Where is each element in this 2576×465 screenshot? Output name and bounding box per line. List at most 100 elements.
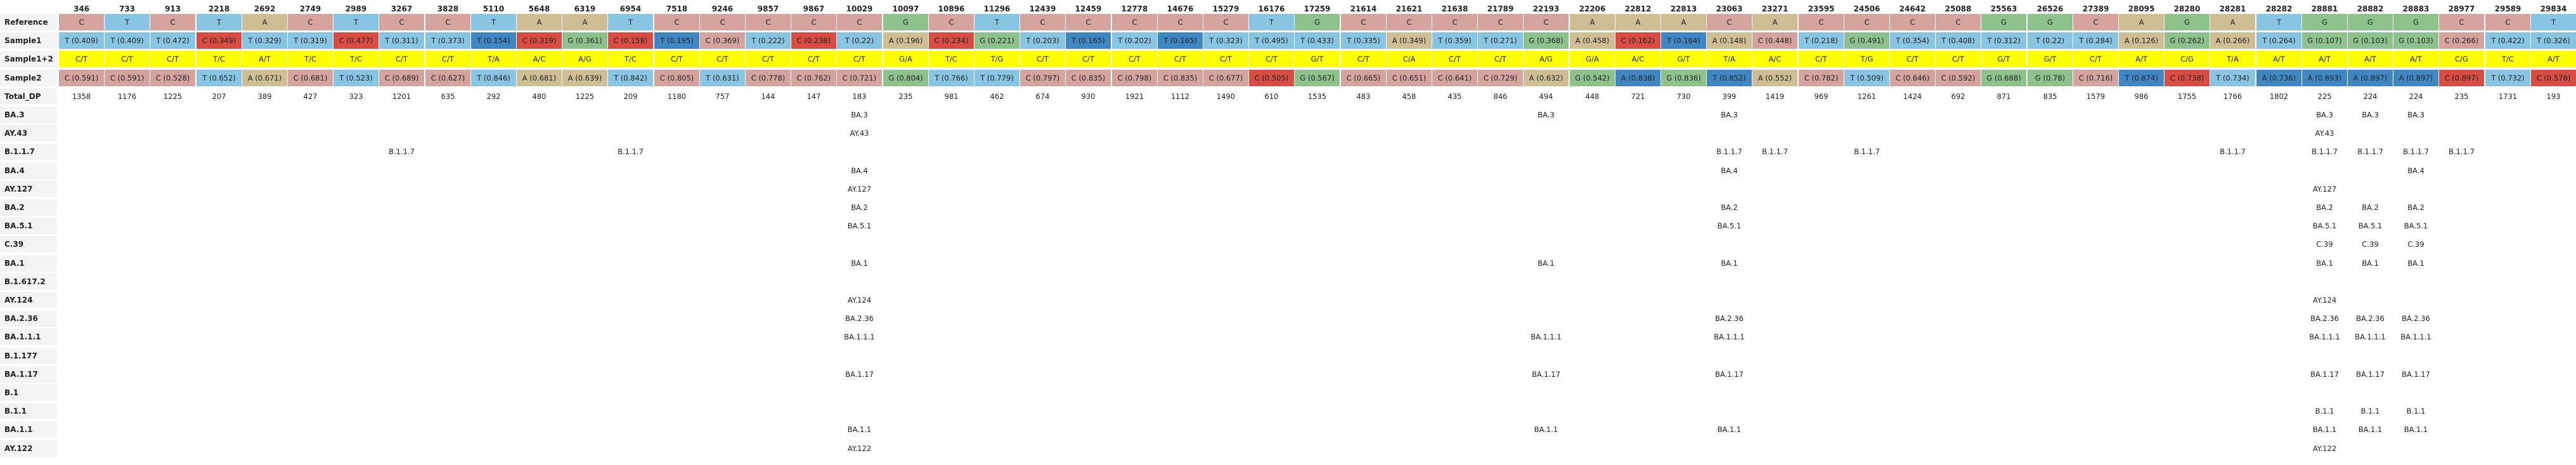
genotype-cell: A/T: [2302, 51, 2347, 67]
genotype-cell: T (0.422): [2485, 32, 2530, 49]
genotype-cell: G (0.368): [1524, 32, 1569, 49]
genotype-cell: C (0.897): [2439, 70, 2484, 86]
genotype-cell: C: [1799, 14, 1844, 30]
lineage-hit-cell: BA.1.17: [2310, 370, 2339, 379]
genotype-cell: T: [974, 14, 1019, 30]
lineage-label: BA.5.1: [0, 218, 57, 234]
lineage-hit-cell: BA.1: [851, 259, 868, 268]
genotype-cell: T: [471, 14, 516, 30]
genotype-cell: G: [1981, 14, 2026, 30]
genotype-cell: G (0.491): [1844, 32, 1889, 49]
lineage-hit-cell: B.1.1.7: [1762, 147, 1788, 156]
genotype-cell: 986: [2134, 92, 2149, 101]
genotype-cell: A/C: [1752, 51, 1797, 67]
genotype-cell: C (0.716): [2073, 70, 2118, 86]
genotype-cell: 1424: [1903, 92, 1922, 101]
genotype-cell: A (0.266): [2210, 32, 2255, 49]
genotype-cell: C: [1112, 14, 1157, 30]
genotype-cell: C: [2073, 14, 2118, 30]
lineage-hit-cell: BA.1: [1721, 259, 1738, 268]
genotype-cell: 207: [212, 92, 226, 101]
genotype-cell: T (0.323): [1203, 32, 1248, 49]
genotype-cell: G/T: [1295, 51, 1340, 67]
genotype-cell: T/C: [2485, 51, 2530, 67]
genotype-cell: 224: [2409, 92, 2423, 101]
genotype-cell: C/T: [1066, 51, 1111, 67]
lineage-hit-cell: BA.2.36: [2356, 314, 2385, 323]
genotype-cell: 225: [2317, 92, 2332, 101]
lineage-row: AY.127 AY.127 AY.127: [0, 180, 2576, 198]
genotype-cell: C: [150, 14, 195, 30]
lineage-hit-cell: B.1.1.7: [389, 147, 415, 156]
genotype-cell: C (0.592): [1936, 70, 1981, 86]
genotype-cell: 399: [1722, 92, 1737, 101]
lineage-row: B.1.617.2: [0, 273, 2576, 291]
genotype-cell: T (0.319): [288, 32, 333, 49]
lineage-label: BA.1: [0, 255, 57, 272]
genotype-cell: C (0.762): [791, 70, 836, 86]
genotype-cell: A: [1661, 14, 1706, 30]
lineage-label: B.1.1.7: [0, 143, 57, 160]
lineage-label: AY.122: [0, 440, 57, 457]
genotype-cell: G (0.836): [1661, 70, 1706, 86]
genotype-cell: G: [2302, 14, 2347, 30]
genotype-cell: T (0.271): [1478, 32, 1523, 49]
genotype-cell: T (0.408): [1936, 32, 1981, 49]
lineage-row: B.1: [0, 384, 2576, 402]
lineage-row: BA.1.1 BA.1.1 BA.1.1 BA.1.1 BA.1.1 BA.1.1 BA.1…: [0, 421, 2576, 438]
genotype-cell: C: [791, 14, 836, 30]
genotype-cell: G (0.688): [1981, 70, 2026, 86]
genotype-cell: G (0.107): [2302, 32, 2347, 49]
genotype-cell: 674: [1035, 92, 1050, 101]
genotype-cell: T/A: [1707, 51, 1752, 67]
genotype-cell: A (0.897): [2393, 70, 2438, 86]
lineage-hit-cell: BA.1.1.1: [1714, 332, 1745, 341]
genotype-cell: C (0.782): [1799, 70, 1844, 86]
lineage-hit-cell: BA.3: [2407, 110, 2424, 119]
genotype-cell: T (0.312): [1981, 32, 2026, 49]
genotype-cell: C (0.665): [1341, 70, 1386, 86]
genotype-cell: T (0.22): [2028, 32, 2073, 49]
lineage-hit-cell: AY.43: [850, 129, 869, 138]
genotype-cell: C/T: [654, 51, 699, 67]
genotype-cell: T/C: [608, 51, 653, 67]
lineage-hit-cell: BA.1.1.1: [844, 332, 875, 341]
lineage-label: AY.43: [0, 125, 57, 141]
genotype-cell: C (0.627): [425, 70, 470, 86]
lineage-label: BA.1.17: [0, 366, 57, 383]
lineage-hit-cell: B.1.1.7: [1854, 147, 1880, 156]
genotype-cell: 930: [1081, 92, 1096, 101]
genotype-cell: A/T: [2393, 51, 2438, 67]
genotype-cell: C: [1341, 14, 1386, 30]
genotype-cell: 1802: [2269, 92, 2289, 101]
genotype-cell: A: [1752, 14, 1797, 30]
genotype-cell: T (0.874): [2119, 70, 2164, 86]
genotype-cell: C (0.591): [59, 70, 104, 86]
lineage-hit-cell: BA.1: [2407, 259, 2424, 268]
lineage-label: AY.124: [0, 292, 57, 308]
genotype-cell: T/G: [1844, 51, 1889, 67]
genotype-cell: C: [2439, 14, 2484, 30]
genotype-cell: C: [654, 14, 699, 30]
genotype-cell: 1112: [1170, 92, 1190, 101]
lineage-hit-cell: BA.5.1: [1717, 221, 1742, 230]
lineage-hit-cell: BA.5.1: [2358, 221, 2383, 230]
lineage-hit-cell: BA.5.1: [2312, 221, 2337, 230]
genotype-cell: T (0.195): [654, 32, 699, 49]
genotype-cell: 1180: [667, 92, 687, 101]
genotype-cell: 427: [303, 92, 318, 101]
lineage-label: BA.4: [0, 162, 57, 179]
genotype-cell: T: [105, 14, 150, 30]
genotype-cell: A: [562, 14, 607, 30]
genotype-cell: 235: [898, 92, 913, 101]
genotype-cell: C (0.651): [1387, 70, 1432, 86]
genotype-cell: C: [288, 14, 333, 30]
lineage-hit-cell: B.1.1: [2315, 407, 2334, 416]
lineage-hit-cell: BA.3: [2362, 110, 2379, 119]
genotype-cell: C (0.477): [333, 32, 379, 49]
lineage-row: BA.1 BA.1 BA.1 BA.1 BA.1 BA.1 BA.1: [0, 254, 2576, 272]
genotype-cell: T (0.734): [2210, 70, 2255, 86]
lineage-hit-cell: BA.1.1: [1534, 425, 1558, 434]
genotype-cell: T/A: [471, 51, 516, 67]
genotype-cell: 323: [349, 92, 363, 101]
